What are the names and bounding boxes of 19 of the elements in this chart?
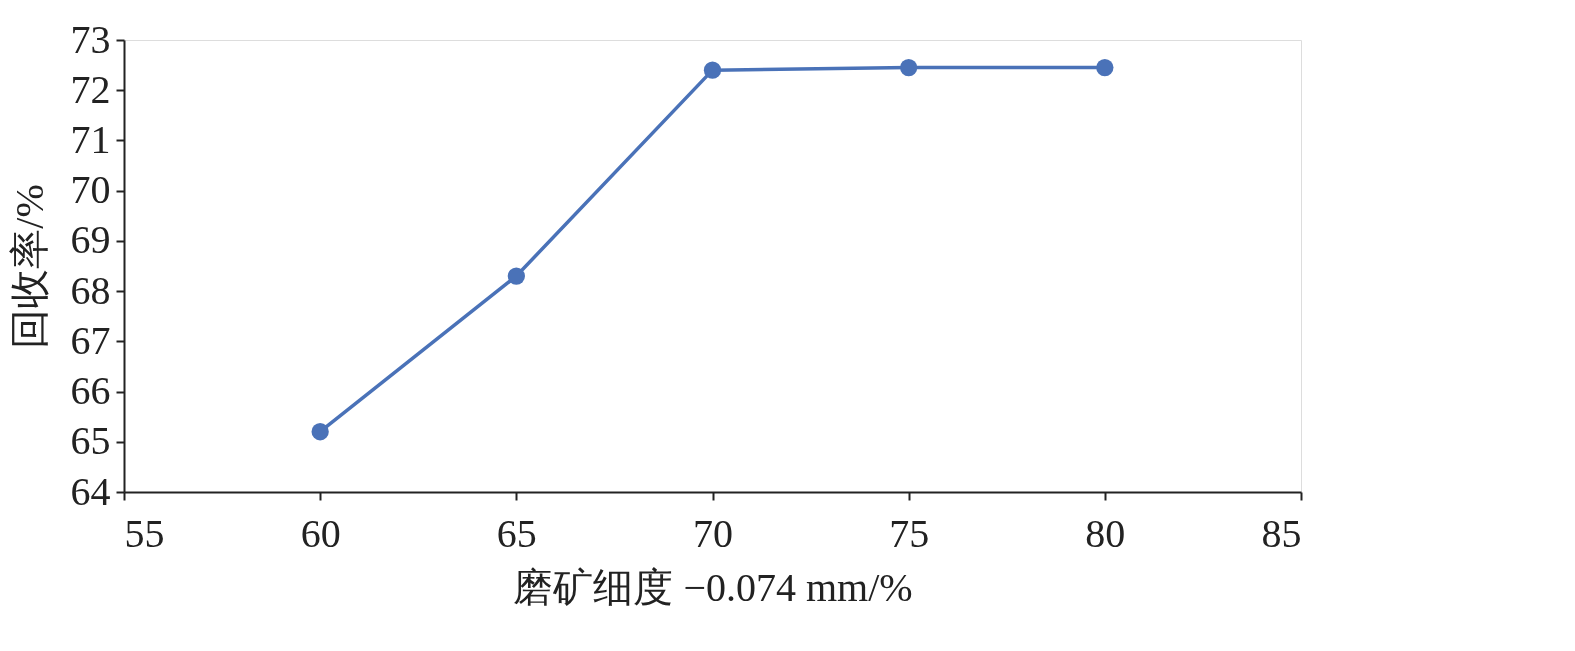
x-tick-label: 65 — [496, 510, 537, 556]
y-tick-label: 71 — [70, 116, 111, 162]
y-tick-label: 66 — [70, 368, 111, 414]
y-tick-label: 72 — [70, 66, 111, 112]
y-tick-label: 69 — [70, 217, 111, 263]
x-tick-label: 70 — [693, 510, 733, 556]
y-tick-label: 68 — [70, 267, 111, 313]
y-tick-label: 73 — [70, 16, 111, 62]
y-tick-label: 64 — [70, 468, 111, 514]
y-tick-label: 70 — [70, 167, 111, 213]
x-tick-label: 60 — [300, 510, 341, 556]
y-axis-title: 回收率/% — [6, 184, 52, 349]
x-tick-label: 55 — [124, 510, 165, 556]
y-tick-label: 67 — [70, 317, 111, 363]
x-tick-label: 85 — [1261, 510, 1302, 556]
x-tick-label: 75 — [889, 510, 930, 556]
y-tick-label: 65 — [70, 418, 111, 464]
x-axis-title: 磨矿细度 −0.074 mm/% — [513, 564, 913, 610]
x-tick-label: 80 — [1085, 510, 1126, 556]
